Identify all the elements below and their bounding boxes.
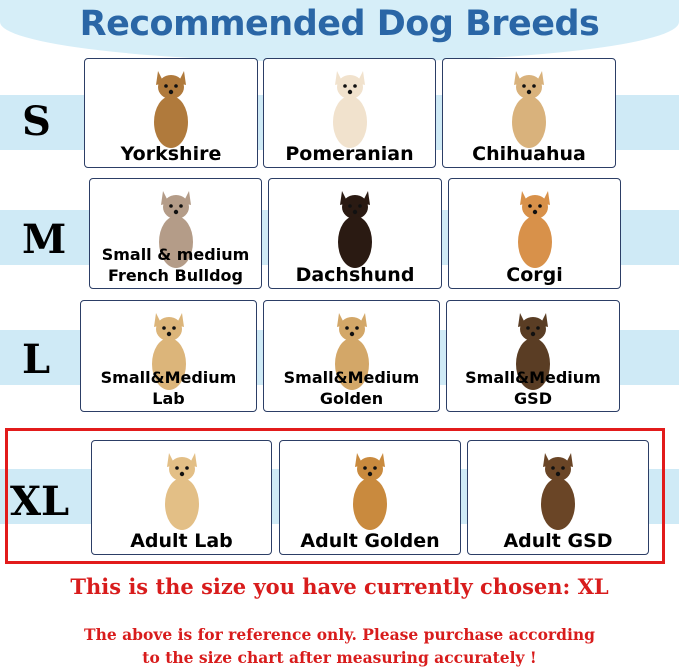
dog-image — [353, 453, 387, 530]
breed-name: Small & medium French Bulldog — [101, 245, 250, 285]
breed-name: Adult Golden — [300, 530, 440, 552]
breed-name: Small&Medium Golden — [283, 368, 420, 408]
breed-card: Corgi — [448, 178, 621, 289]
size-label-s: S — [22, 98, 51, 145]
size-label-xl: XL — [10, 478, 70, 525]
dog-image — [158, 191, 193, 268]
note-line-2: to the size chart after measuring accura… — [142, 648, 537, 667]
breed-name: Small&Medium Lab — [100, 368, 237, 408]
breed-card: Small&Medium Golden — [263, 300, 440, 412]
dog-image — [332, 71, 367, 148]
dog-image — [512, 71, 546, 148]
dog-image — [338, 191, 372, 268]
breed-card: Yorkshire — [84, 58, 258, 168]
header-background — [0, 0, 679, 62]
breed-name: Corgi — [506, 264, 563, 286]
breed-name: Pomeranian — [285, 143, 414, 165]
breed-name: Dachshund — [295, 264, 415, 286]
reference-note: The above is for reference only. Please … — [0, 623, 679, 669]
breed-name: Chihuahua — [472, 143, 586, 165]
breed-card: Adult Golden — [279, 440, 461, 555]
size-label-m: M — [22, 216, 67, 263]
breed-name: Adult Lab — [130, 530, 233, 552]
breed-card: Small&Medium Lab — [80, 300, 257, 412]
breed-card: Small & medium French Bulldog — [89, 178, 262, 289]
dog-image — [154, 71, 188, 148]
dog-image — [164, 453, 199, 530]
breed-name: Yorkshire — [120, 143, 222, 165]
breed-card: Adult Lab — [91, 440, 272, 555]
breed-card: Small&Medium GSD — [446, 300, 620, 412]
breed-card: Adult GSD — [467, 440, 649, 555]
breed-card: Chihuahua — [442, 58, 616, 168]
dog-image — [517, 191, 552, 268]
breed-name: Small&Medium GSD — [465, 368, 601, 408]
breed-name: Adult GSD — [503, 530, 613, 552]
dog-image — [334, 313, 369, 390]
breed-card: Dachshund — [268, 178, 442, 289]
chosen-size-text: This is the size you have currently chos… — [70, 574, 609, 599]
note-line-1: The above is for reference only. Please … — [84, 625, 595, 644]
selected-size-highlight — [5, 428, 665, 564]
dog-image — [151, 313, 186, 390]
dog-image — [541, 453, 575, 530]
dog-image — [516, 313, 550, 390]
breed-card: Pomeranian — [263, 58, 436, 168]
size-label-l: L — [22, 336, 51, 383]
page-title: Recommended Dog Breeds — [79, 4, 600, 44]
